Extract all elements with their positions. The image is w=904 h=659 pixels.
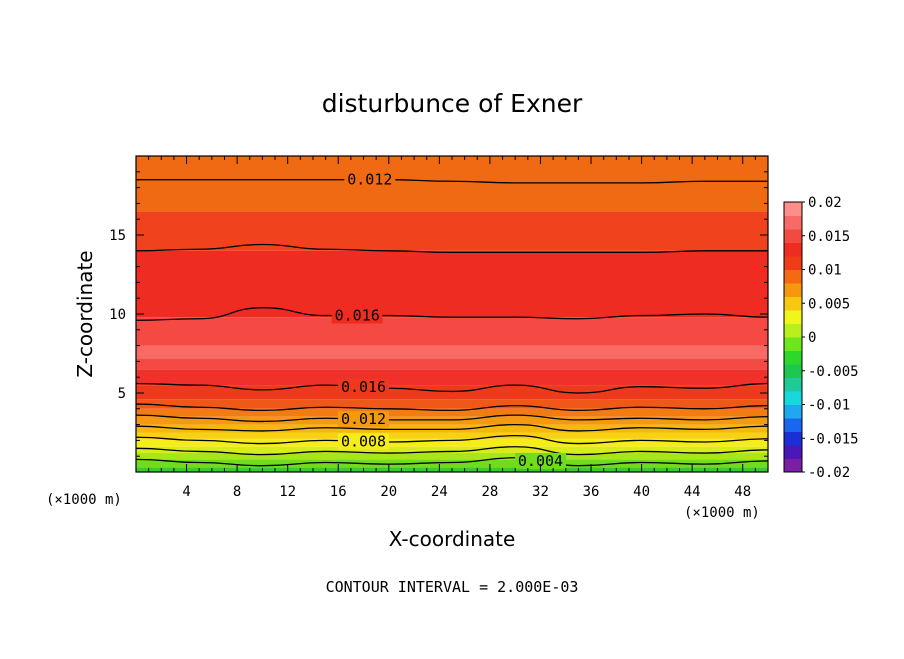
field-band-5 <box>136 432 768 439</box>
field-layer <box>136 156 768 472</box>
colorbar-label: -0.015 <box>808 431 859 447</box>
colorbar-label: 0 <box>808 330 816 346</box>
y-axis: 5 10 15 <box>109 171 768 457</box>
contour-label-gap-7 <box>338 433 390 450</box>
colorbar-segment <box>784 202 802 216</box>
y-tick-label: 10 <box>109 307 126 323</box>
contour-line-8 <box>136 446 768 456</box>
colorbar-label: -0.01 <box>808 398 850 414</box>
contour-label-gap-0 <box>344 171 396 188</box>
field-band-17 <box>136 156 768 212</box>
field-band-7 <box>136 416 768 425</box>
contour-interval-label: CONTOUR INTERVAL = 2.000E-03 <box>326 578 579 596</box>
contour-label-2: 0.016 <box>335 307 380 325</box>
contour-line-1 <box>136 243 768 254</box>
field-band-10 <box>136 385 768 400</box>
field-band-11 <box>136 369 768 386</box>
colorbar-segment <box>784 337 802 351</box>
colorbar-segment <box>784 310 802 324</box>
colorbar-segment <box>784 323 802 338</box>
x-tick-label: 24 <box>431 484 448 500</box>
colorbar-segment <box>784 445 802 459</box>
field-band-1 <box>136 459 768 468</box>
x-tick-label: 36 <box>583 484 600 500</box>
contour-label-gap-3 <box>338 378 390 395</box>
contour-label-0: 0.012 <box>347 171 392 189</box>
colorbar-segment <box>784 404 802 419</box>
colorbar-segment <box>784 256 802 270</box>
colorbar-segment <box>784 431 802 446</box>
field-band-15 <box>136 250 768 318</box>
colorbar-label: -0.005 <box>808 364 859 380</box>
field-band-8 <box>136 408 768 417</box>
contour-layer: 0.012 0.016 0.016 0.012 0.008 0.004 <box>136 171 768 470</box>
colorbar-segment <box>784 229 802 243</box>
x-tick-label: 48 <box>734 484 751 500</box>
colorbar-segment <box>784 391 802 405</box>
colorbar-label: 0.005 <box>808 296 850 312</box>
field-band-3 <box>136 446 768 454</box>
x-tick-label: 16 <box>330 484 347 500</box>
y-tick-label: 5 <box>118 386 126 402</box>
contour-line-9 <box>136 457 768 467</box>
colorbar: 0.02 0.015 0.01 0.005 0 -0.005 -0.01 -0.015 -0.0… <box>783 195 859 481</box>
chart-title: disturbunce of Exner <box>322 89 583 118</box>
x-tick-label: 12 <box>279 484 296 500</box>
contour-label-5: 0.012 <box>341 410 386 428</box>
colorbar-segment <box>784 242 802 257</box>
contour-label-gap-2 <box>331 307 383 324</box>
contour-line-7 <box>136 435 768 445</box>
contour-label-3: 0.016 <box>341 378 386 396</box>
field-band-14 <box>136 317 768 346</box>
x-tick-label: 40 <box>633 484 650 500</box>
contour-label-gap-5 <box>338 411 390 428</box>
x-axis-title: X-coordinate <box>389 527 516 551</box>
colorbar-label: 0.015 <box>808 229 850 245</box>
contour-line-6 <box>136 423 768 432</box>
colorbar-segment <box>784 269 802 284</box>
field-band-4 <box>136 438 768 447</box>
field-band-16 <box>136 211 768 251</box>
colorbar-segment <box>784 458 802 473</box>
x-unit-label-left: (×1000 m) <box>46 492 122 508</box>
colorbar-label: -0.02 <box>808 465 850 481</box>
x-tick-label: 4 <box>182 484 190 500</box>
colorbar-segment <box>784 283 802 297</box>
x-axis: 4 8 12 16 20 24 28 32 36 40 44 48 <box>148 156 756 500</box>
field-band-13 <box>136 345 768 359</box>
y-axis-title: Z-coordinate <box>73 250 97 377</box>
field-band-6 <box>136 424 768 433</box>
x-tick-label: 28 <box>481 484 498 500</box>
field-band-9 <box>136 399 768 409</box>
colorbar-segment <box>784 418 802 432</box>
x-tick-label: 44 <box>684 484 701 500</box>
contour-line-0 <box>136 179 768 184</box>
colorbar-label: 0.02 <box>808 195 842 211</box>
colorbar-segment <box>784 364 802 378</box>
x-tick-label: 8 <box>233 484 241 500</box>
contour-label-7: 0.008 <box>341 432 386 450</box>
field-band-2 <box>136 453 768 460</box>
colorbar-segment <box>784 350 802 365</box>
y-tick-label: 15 <box>109 228 126 244</box>
colorbar-segment <box>784 296 802 311</box>
x-tick-label: 32 <box>532 484 549 500</box>
contour-line-2 <box>136 307 768 321</box>
contour-line-3 <box>136 382 768 394</box>
x-unit-label-right: (×1000 m) <box>684 505 760 521</box>
colorbar-segment <box>784 215 802 230</box>
x-tick-label: 20 <box>380 484 397 500</box>
contour-label-gap-9 <box>514 452 566 469</box>
field-band-12 <box>136 358 768 370</box>
contour-label-9: 0.004 <box>518 452 563 470</box>
contour-line-4 <box>136 403 768 412</box>
contour-line-5 <box>136 414 768 423</box>
colorbar-segment <box>784 377 802 392</box>
colorbar-label: 0.01 <box>808 263 842 279</box>
